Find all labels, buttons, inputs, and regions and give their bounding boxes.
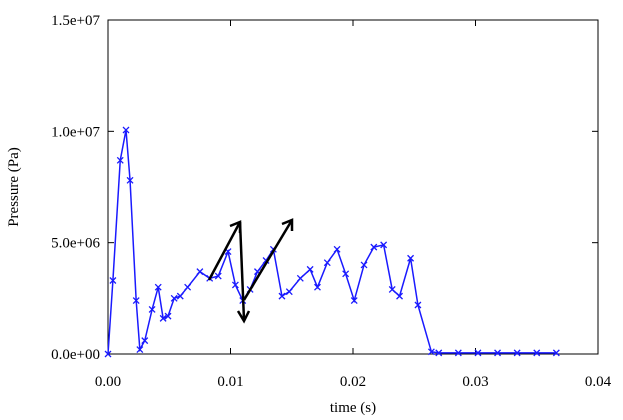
marker (278, 292, 286, 300)
plot-frame (107, 19, 599, 355)
arrow (242, 219, 294, 301)
y-tick-label: 1.5e+07 (51, 13, 100, 29)
marker (380, 241, 388, 249)
x-tick-label: 0.00 (95, 374, 121, 390)
marker (136, 346, 144, 354)
marker (176, 292, 184, 300)
marker (116, 156, 124, 164)
x-axis-label: time (s) (330, 400, 376, 416)
marker (141, 337, 149, 345)
marker (350, 297, 358, 305)
arrow-head (236, 310, 251, 324)
y-tick-label: 1.0e+07 (51, 124, 100, 140)
x-tick-label: 0.04 (585, 374, 612, 390)
arrow (238, 221, 246, 321)
marker (333, 245, 341, 253)
marker (314, 283, 321, 291)
marker (414, 301, 422, 309)
plot-area: 0.00 0.01 0.02 0.03 0.04 0.0e+00 5.0e+06 1.0e+0… (51, 13, 612, 390)
marker (427, 348, 435, 356)
marker (122, 126, 130, 134)
annotation-arrows (207, 218, 294, 324)
marker (196, 268, 204, 276)
x-tick-label: 0.03 (462, 374, 488, 390)
marker (435, 349, 443, 357)
marker (154, 283, 162, 291)
x-tick-label: 0.01 (217, 374, 243, 390)
marker (454, 349, 462, 357)
marker (285, 288, 293, 296)
marker (323, 259, 331, 267)
marker (513, 349, 521, 357)
y-tick-label: 5.0e+06 (51, 236, 100, 252)
marker (396, 292, 404, 300)
marker (214, 272, 222, 280)
marker (170, 294, 178, 302)
y-axis-label: Pressure (Pa) (6, 147, 22, 227)
marker (109, 277, 117, 284)
marker (370, 243, 378, 251)
marker (474, 349, 482, 357)
marker (306, 265, 314, 273)
x-tick-label: 0.02 (340, 374, 366, 390)
marker (407, 254, 415, 262)
arrow (207, 221, 242, 281)
marker (533, 349, 541, 357)
marker (159, 314, 167, 322)
marker (552, 349, 560, 357)
marker (388, 285, 396, 293)
marker (184, 283, 192, 291)
marker (132, 297, 140, 305)
marker (342, 270, 350, 278)
line (107, 129, 557, 355)
marker (104, 350, 112, 358)
marker (231, 281, 239, 289)
marker (126, 176, 134, 184)
marker (494, 349, 502, 357)
marker (360, 261, 368, 269)
arrow-head (281, 218, 294, 231)
marker (148, 306, 156, 313)
marker (296, 274, 304, 282)
marker (164, 312, 172, 320)
y-tick-label: 0.0e+00 (51, 347, 100, 363)
